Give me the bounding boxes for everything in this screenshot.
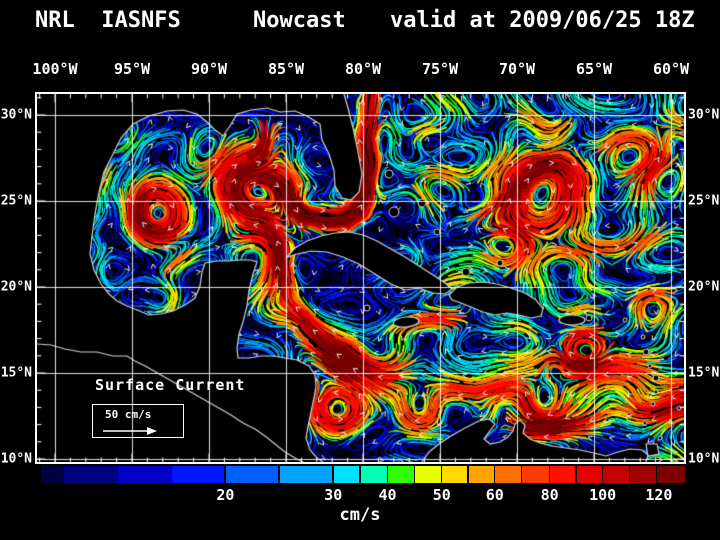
colorbar-segment: [388, 466, 414, 483]
colorbar-segment: [360, 466, 387, 483]
lat-label-right-20N: 20°N: [688, 279, 720, 295]
lon-label-70W: 70°W: [498, 60, 536, 78]
product-name: Nowcast: [253, 8, 346, 33]
colorbar-segment: [657, 466, 685, 483]
lat-label-left-25N: 25°N: [0, 193, 32, 209]
colorbar-segment: [333, 466, 360, 483]
colorbar-segment: [279, 466, 333, 483]
colorbar-tick-30: 30: [324, 486, 343, 504]
colorbar-segment: [603, 466, 629, 483]
colorbar-segment: [468, 466, 494, 483]
colorbar: [40, 466, 686, 483]
colorbar-tick-20: 20: [216, 486, 235, 504]
lat-label-right-25N: 25°N: [688, 193, 720, 209]
colorbar-segment: [225, 466, 278, 483]
colorbar-segment: [64, 466, 117, 483]
lon-label-90W: 90°W: [190, 60, 228, 78]
lat-label-left-30N: 30°N: [0, 107, 32, 123]
colorbar-segment: [415, 466, 441, 483]
colorbar-segment: [576, 466, 602, 483]
colorbar-segment: [522, 466, 549, 483]
lat-label-left-15N: 15°N: [0, 365, 32, 381]
colorbar-tick-60: 60: [485, 486, 504, 504]
lat-label-right-30N: 30°N: [688, 107, 720, 123]
colorbar-segment: [630, 466, 656, 483]
lon-label-80W: 80°W: [344, 60, 382, 78]
colorbar-segment: [550, 466, 576, 483]
model-name: NRL IASNFS: [35, 8, 181, 33]
reference-arrow-box: 50 cm/s: [92, 404, 184, 438]
lon-label-60W: 60°W: [652, 60, 690, 78]
map-frame: Surface Current 50 cm/s: [35, 92, 686, 464]
lon-label-95W: 95°W: [113, 60, 151, 78]
colorbar-segment: [442, 466, 468, 483]
colorbar-segment: [172, 466, 225, 483]
lat-label-right-15N: 15°N: [688, 365, 720, 381]
colorbar-segment: [495, 466, 521, 483]
colorbar-unit: cm/s: [339, 505, 381, 525]
colorbar-tick-80: 80: [540, 486, 559, 504]
colorbar-segment: [40, 466, 63, 483]
lat-label-left-20N: 20°N: [0, 279, 32, 295]
colorbar-tick-40: 40: [378, 486, 397, 504]
lon-label-100W: 100°W: [32, 60, 78, 78]
colorbar-tick-100: 100: [589, 486, 617, 504]
lon-label-75W: 75°W: [421, 60, 459, 78]
reference-arrow-label: 50 cm/s: [105, 408, 152, 421]
colorbar-segment: [118, 466, 171, 483]
surface-current-field-canvas: [37, 94, 684, 462]
reference-arrow-icon: [103, 427, 157, 435]
lon-label-85W: 85°W: [267, 60, 305, 78]
lat-label-left-10N: 10°N: [0, 451, 32, 467]
colorbar-tick-50: 50: [432, 486, 451, 504]
lat-label-right-10N: 10°N: [688, 451, 720, 467]
surface-current-label: Surface Current: [95, 376, 246, 394]
colorbar-tick-120: 120: [645, 486, 673, 504]
lon-label-65W: 65°W: [575, 60, 613, 78]
valid-time: valid at 2009/06/25 18Z: [390, 8, 695, 33]
